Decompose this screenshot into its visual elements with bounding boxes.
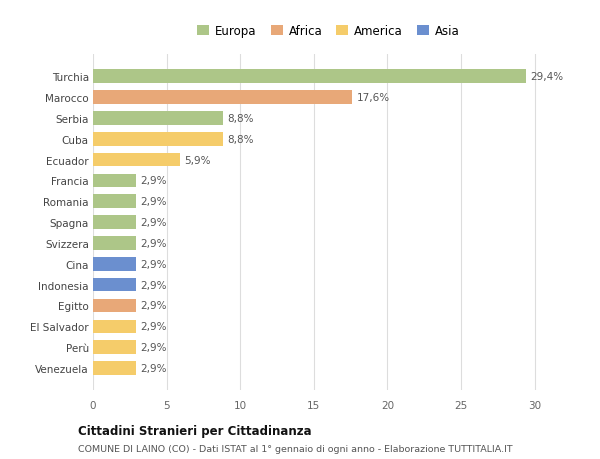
Text: 2,9%: 2,9% — [140, 301, 167, 311]
Bar — [93, 257, 136, 271]
Text: 2,9%: 2,9% — [140, 218, 167, 228]
Text: 2,9%: 2,9% — [140, 259, 167, 269]
Legend: Europa, Africa, America, Asia: Europa, Africa, America, Asia — [193, 20, 464, 43]
Text: 2,9%: 2,9% — [140, 238, 167, 248]
Text: 2,9%: 2,9% — [140, 176, 167, 186]
Bar — [93, 361, 136, 375]
Text: 2,9%: 2,9% — [140, 197, 167, 207]
Bar — [93, 320, 136, 333]
Text: 29,4%: 29,4% — [530, 72, 563, 82]
Bar — [93, 174, 136, 188]
Bar — [93, 216, 136, 230]
Bar — [93, 70, 526, 84]
Text: 8,8%: 8,8% — [227, 134, 253, 145]
Bar — [93, 195, 136, 208]
Text: 8,8%: 8,8% — [227, 114, 253, 123]
Text: COMUNE DI LAINO (CO) - Dati ISTAT al 1° gennaio di ogni anno - Elaborazione TUTT: COMUNE DI LAINO (CO) - Dati ISTAT al 1° … — [78, 444, 512, 453]
Text: 2,9%: 2,9% — [140, 280, 167, 290]
Bar — [93, 91, 352, 105]
Text: 2,9%: 2,9% — [140, 342, 167, 353]
Text: 2,9%: 2,9% — [140, 322, 167, 331]
Bar — [93, 278, 136, 292]
Text: 5,9%: 5,9% — [184, 155, 211, 165]
Text: 2,9%: 2,9% — [140, 363, 167, 373]
Bar — [93, 237, 136, 250]
Bar — [93, 133, 223, 146]
Text: Cittadini Stranieri per Cittadinanza: Cittadini Stranieri per Cittadinanza — [78, 424, 311, 437]
Text: 17,6%: 17,6% — [356, 93, 389, 103]
Bar — [93, 153, 180, 167]
Bar — [93, 341, 136, 354]
Bar — [93, 299, 136, 313]
Bar — [93, 112, 223, 125]
